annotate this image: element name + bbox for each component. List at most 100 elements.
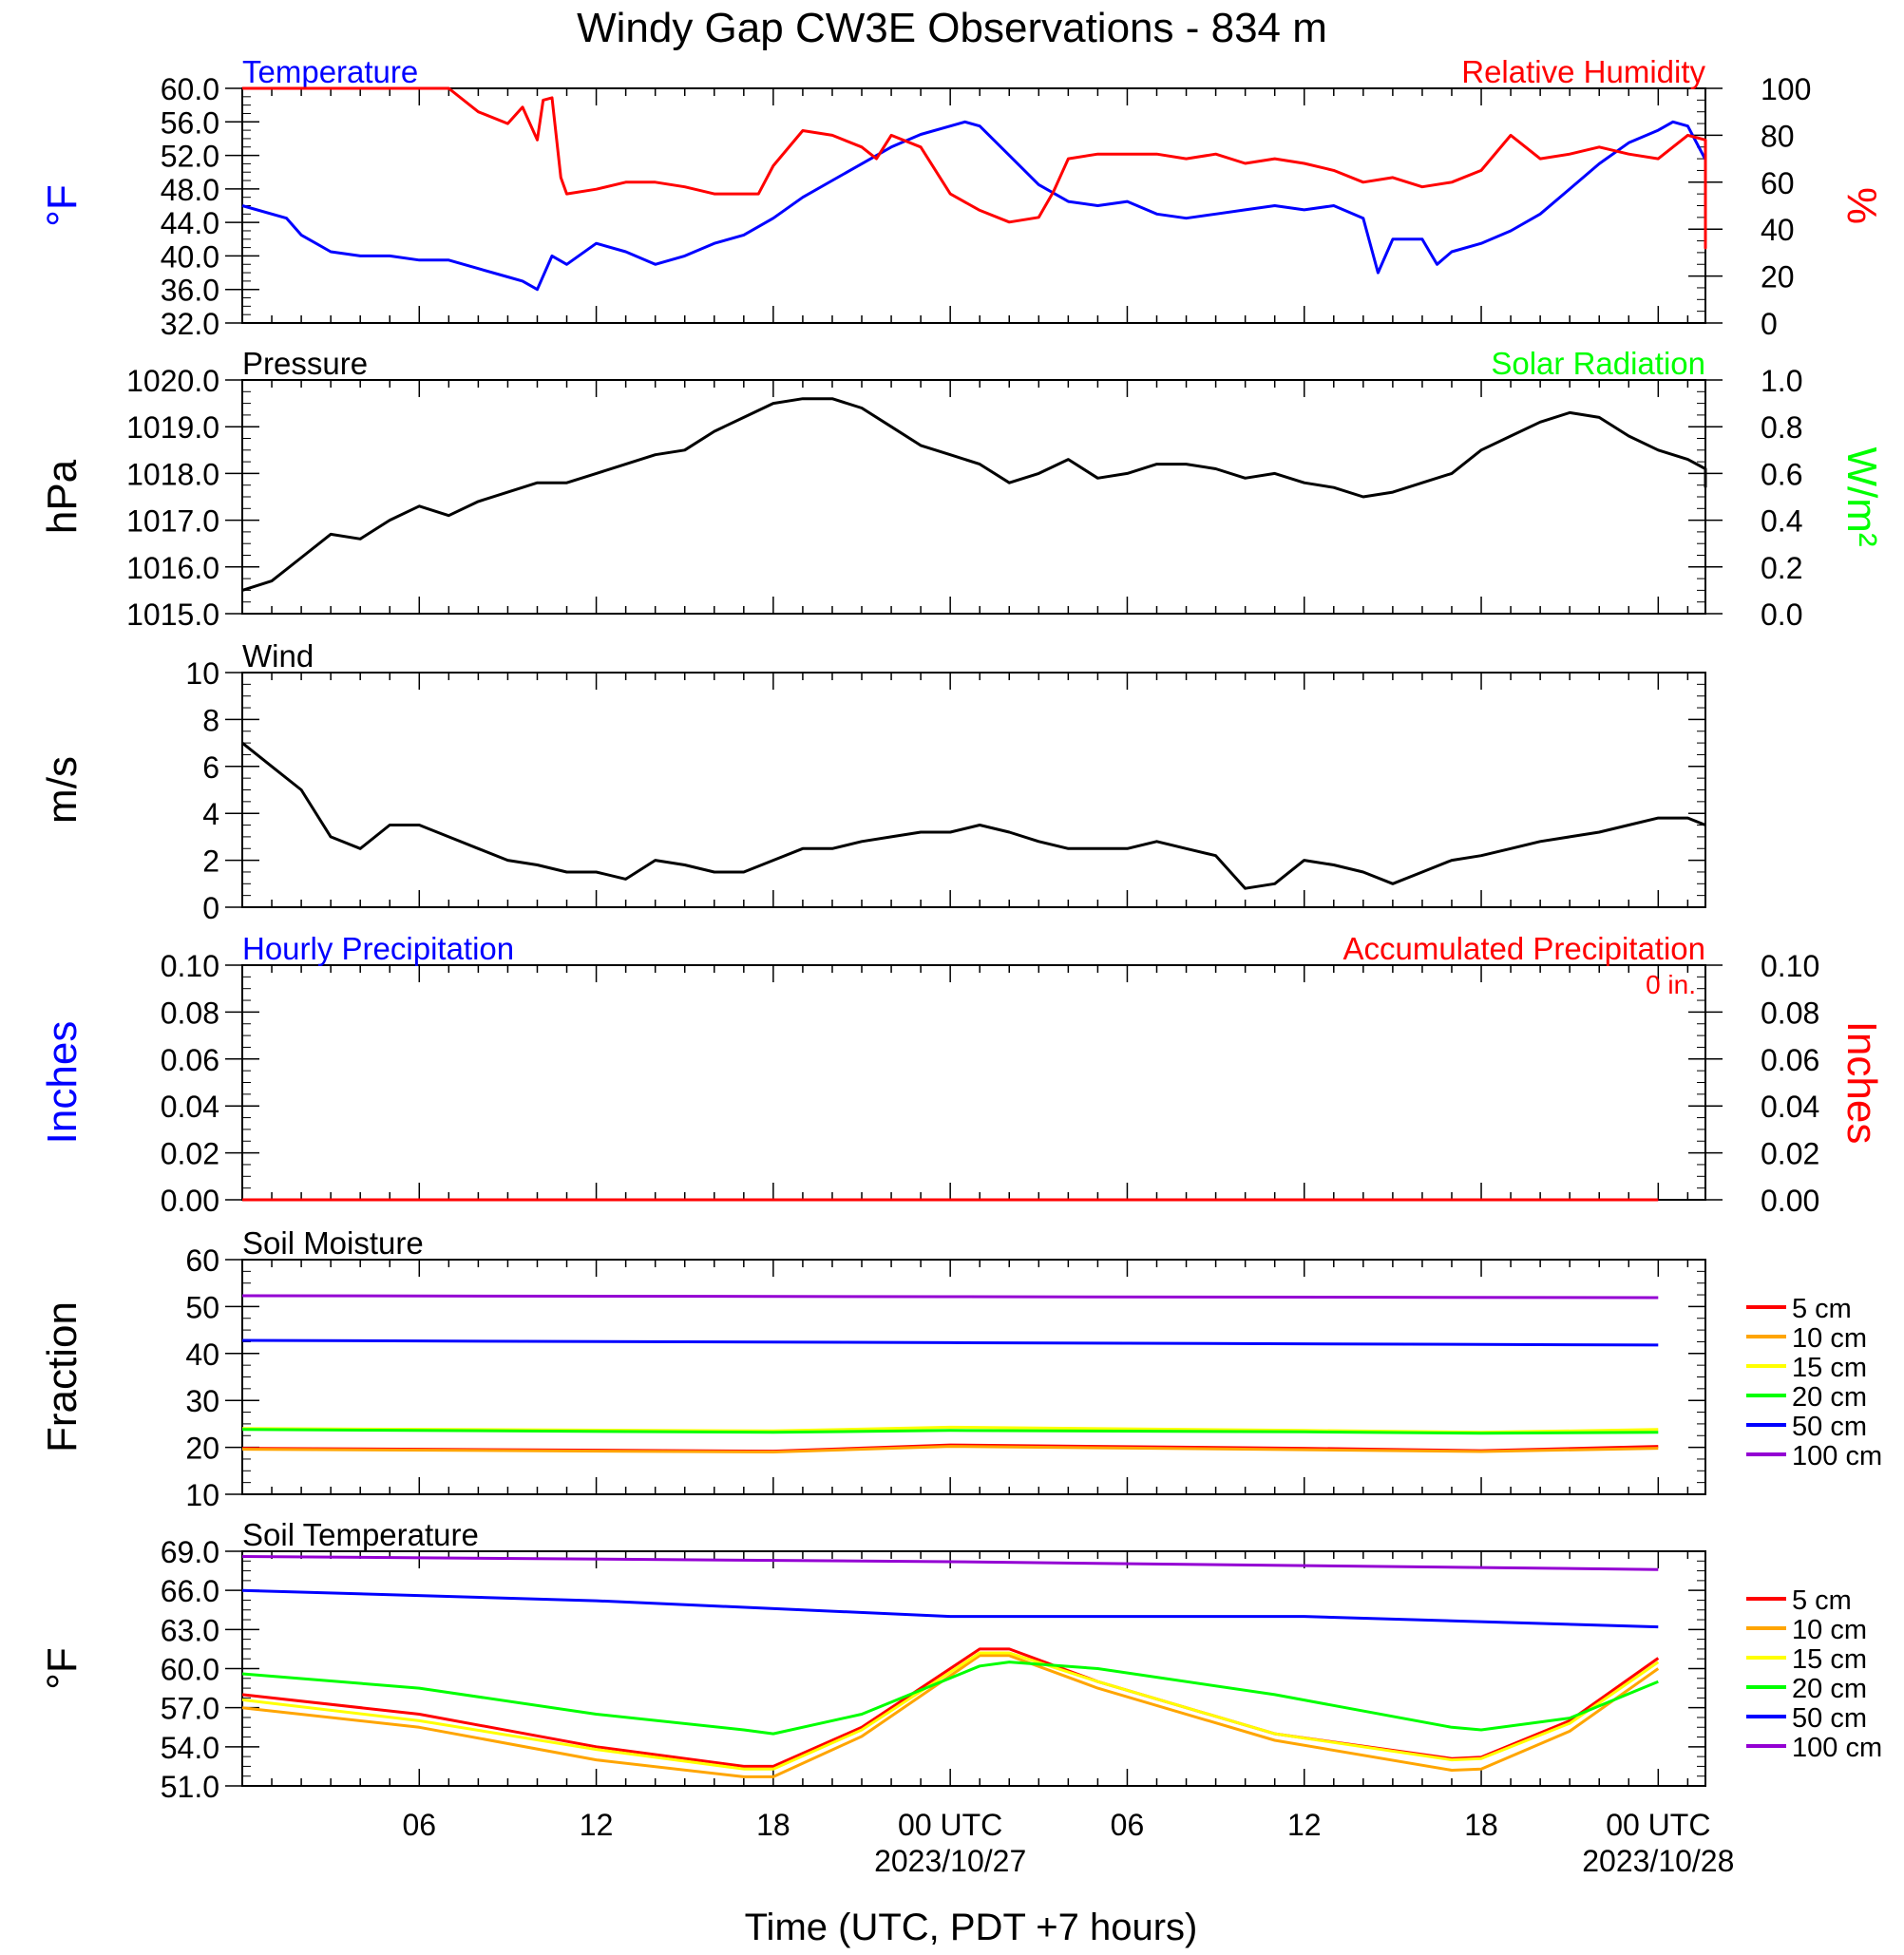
figure-xlabel: Time (UTC, PDT +7 hours) bbox=[745, 1907, 1198, 1948]
y-right-tick-label: 0.02 bbox=[1761, 1137, 1819, 1171]
panel-soil_moisture: 60 50 40 30 20 10 Soil Moisture Fraction 5 cm10 … bbox=[39, 1225, 1882, 1512]
series-line-temperature bbox=[241, 120, 1707, 292]
y-right-tick-label: 0 bbox=[1761, 307, 1778, 341]
y-right-tick-label: 0.06 bbox=[1761, 1043, 1819, 1077]
y-left-tick-label: 51.0 bbox=[161, 1770, 219, 1804]
y-left-tick-label: 6 bbox=[202, 750, 219, 785]
legend-label: 5 cm bbox=[1792, 1294, 1852, 1324]
panel-frame bbox=[241, 672, 1706, 908]
y-axis-label-right: Inches bbox=[1838, 1021, 1885, 1145]
y-left-tick-label: 0.06 bbox=[161, 1043, 219, 1077]
y-axis-label-left: Inches bbox=[39, 1021, 86, 1145]
y-left-tick-label: 50 bbox=[185, 1290, 219, 1324]
legend-label: 100 cm bbox=[1792, 1733, 1882, 1763]
x-tick-label: 12 bbox=[1287, 1808, 1322, 1842]
legend-label: 50 cm bbox=[1792, 1412, 1867, 1442]
panel-soil_temperature: 69.0 66.0 63.0 60.0 57.0 54.0 51.0 Soil Tempera… bbox=[39, 1517, 1882, 1804]
series-line-wind bbox=[241, 741, 1706, 890]
y-right-tick-label: 80 bbox=[1761, 119, 1795, 153]
panel-pressure: 1020.0 1019.0 1018.0 1017.0 1016.0 1015.0 1.0 0… bbox=[39, 346, 1885, 632]
y-left-tick-label: 0.00 bbox=[161, 1184, 219, 1218]
y-right-tick-label: 0.00 bbox=[1761, 1184, 1819, 1218]
panel-title-left: Soil Moisture bbox=[242, 1225, 424, 1261]
legend-label: 15 cm bbox=[1792, 1644, 1867, 1675]
panel-title-left: Wind bbox=[242, 638, 314, 674]
y-left-tick-label: 54.0 bbox=[161, 1731, 219, 1765]
legend-label: 50 cm bbox=[1792, 1703, 1867, 1734]
panel-title-right: Accumulated Precipitation bbox=[1342, 931, 1705, 966]
x-tick-label: 12 bbox=[580, 1808, 614, 1842]
y-left-tick-label: 20 bbox=[185, 1432, 219, 1466]
series-line-5-cm bbox=[241, 1647, 1660, 1768]
x-tick-label: 00 UTC bbox=[1606, 1808, 1710, 1842]
series-line-20-cm bbox=[241, 1661, 1659, 1736]
y-left-tick-label: 60.0 bbox=[161, 72, 219, 106]
panel-frame bbox=[241, 379, 1706, 615]
y-axis-label-right: % bbox=[1838, 187, 1885, 224]
panel-title-right: Relative Humidity bbox=[1461, 54, 1705, 89]
x-tick-label: 00 UTC bbox=[898, 1808, 1002, 1842]
panel-wind: 10 8 6 4 2 0 Wind m/s bbox=[39, 638, 1706, 925]
y-left-tick-label: 60 bbox=[185, 1243, 219, 1278]
y-left-tick-label: 40.0 bbox=[161, 239, 219, 274]
y-left-tick-label: 0.10 bbox=[161, 949, 219, 983]
y-left-tick-label: 1017.0 bbox=[126, 504, 219, 539]
y-left-tick-label: 10 bbox=[185, 656, 219, 691]
y-axis-label-right: W/m² bbox=[1838, 446, 1885, 546]
panel-title-left: Temperature bbox=[242, 54, 418, 89]
y-left-tick-label: 8 bbox=[202, 703, 219, 737]
y-left-tick-label: 1020.0 bbox=[126, 364, 219, 398]
y-axis-label-left: m/s bbox=[39, 756, 86, 824]
y-left-tick-label: 10 bbox=[185, 1478, 219, 1512]
y-right-tick-label: 0.2 bbox=[1761, 551, 1802, 585]
legend-label: 10 cm bbox=[1792, 1323, 1867, 1354]
y-left-tick-label: 0.08 bbox=[161, 996, 219, 1030]
y-right-tick-label: 0.0 bbox=[1761, 598, 1802, 632]
y-left-tick-label: 44.0 bbox=[161, 206, 219, 240]
y-right-tick-label: 0.8 bbox=[1761, 410, 1802, 445]
y-axis-label-left: °F bbox=[39, 1647, 86, 1689]
y-axis-label-left: Fraction bbox=[39, 1301, 86, 1452]
y-left-tick-label: 52.0 bbox=[161, 140, 219, 174]
series-line-50-cm bbox=[241, 1338, 1659, 1347]
panel-title-right: Solar Radiation bbox=[1491, 346, 1705, 381]
precip-total-annotation: 0 in. bbox=[1646, 970, 1696, 999]
y-left-tick-label: 69.0 bbox=[161, 1535, 219, 1569]
y-left-tick-label: 66.0 bbox=[161, 1574, 219, 1608]
y-left-tick-label: 57.0 bbox=[161, 1692, 219, 1726]
panel-title-left: Pressure bbox=[242, 346, 368, 381]
y-right-tick-label: 0.6 bbox=[1761, 457, 1802, 491]
y-left-tick-label: 30 bbox=[185, 1384, 219, 1418]
series-line-10-cm bbox=[241, 1445, 1659, 1453]
panel-title-left: Hourly Precipitation bbox=[242, 931, 514, 966]
x-tick-label: 06 bbox=[402, 1808, 436, 1842]
series-line-50-cm bbox=[241, 1588, 1659, 1629]
legend-label: 20 cm bbox=[1792, 1382, 1867, 1413]
legend-label: 100 cm bbox=[1792, 1441, 1882, 1471]
y-left-tick-label: 32.0 bbox=[161, 307, 219, 341]
y-left-tick-label: 56.0 bbox=[161, 105, 219, 140]
y-right-tick-label: 0.04 bbox=[1761, 1090, 1819, 1124]
y-left-tick-label: 60.0 bbox=[161, 1653, 219, 1687]
panel-precip: 0.10 0.08 0.06 0.04 0.02 0.00 0.10 0.08 0.06 0.04… bbox=[39, 931, 1885, 1218]
y-right-tick-label: 100 bbox=[1761, 72, 1811, 106]
legend-label: 10 cm bbox=[1792, 1615, 1867, 1645]
y-left-tick-label: 4 bbox=[202, 797, 219, 831]
panel-title-left: Soil Temperature bbox=[242, 1517, 479, 1552]
y-left-tick-label: 0.02 bbox=[161, 1137, 219, 1171]
legend-label: 15 cm bbox=[1792, 1353, 1867, 1383]
y-left-tick-label: 36.0 bbox=[161, 274, 219, 308]
series-line-100-cm bbox=[241, 1555, 1659, 1571]
y-right-tick-label: 20 bbox=[1761, 260, 1795, 294]
panel-frame bbox=[241, 964, 1706, 1201]
y-axis-label-left: °F bbox=[39, 184, 86, 226]
x-date-label: 2023/10/27 bbox=[874, 1844, 1026, 1878]
y-right-tick-label: 40 bbox=[1761, 213, 1795, 247]
y-left-tick-label: 1015.0 bbox=[126, 598, 219, 632]
y-left-tick-label: 48.0 bbox=[161, 173, 219, 207]
y-axis-label-left: hPa bbox=[39, 459, 86, 534]
x-date-label: 2023/10/28 bbox=[1582, 1844, 1734, 1878]
series-line-20-cm bbox=[241, 1428, 1659, 1435]
y-left-tick-label: 40 bbox=[185, 1338, 219, 1372]
y-left-tick-label: 1019.0 bbox=[126, 410, 219, 445]
